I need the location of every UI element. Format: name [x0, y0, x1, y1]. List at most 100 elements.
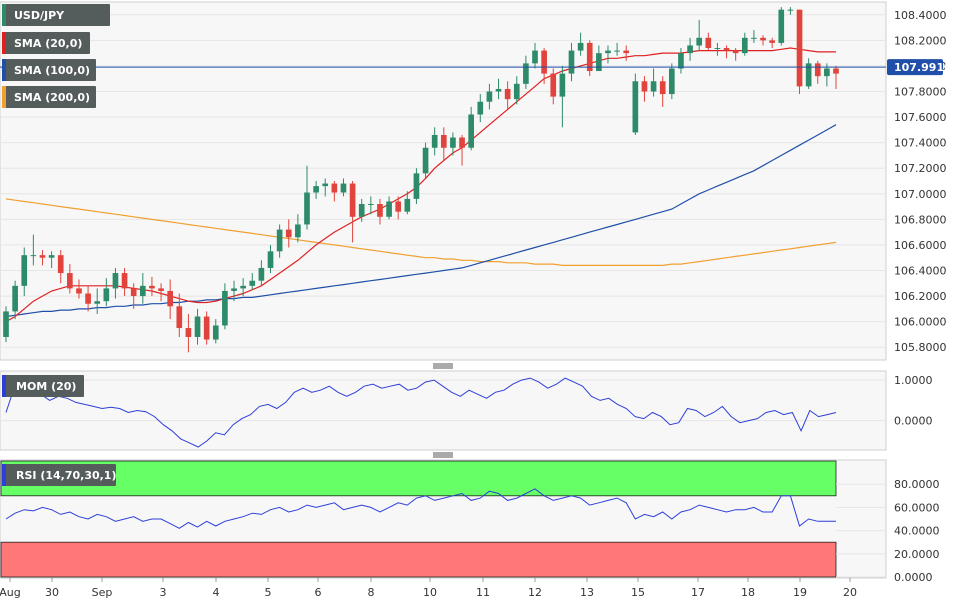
candle — [48, 251, 55, 268]
panel-resize-handle-2[interactable] — [433, 452, 453, 458]
price-legend: USD/JPY SMA (20,0) SMA (100,0) SMA (200,… — [2, 4, 110, 108]
candle-body — [596, 53, 602, 72]
candle — [504, 81, 511, 110]
candle-body — [149, 285, 155, 289]
candle-body — [787, 9, 794, 11]
rsi-panel[interactable]: 80.0000 60.0000 40.0000 20.0000 0.0000 RSI (… — [0, 459, 940, 584]
momentum-y-tick: 0.0000 — [894, 415, 933, 428]
candle-body — [732, 50, 739, 54]
candle-body — [39, 255, 46, 258]
momentum-panel[interactable]: 1.0000 0.0000 MOM (20) — [0, 370, 933, 451]
candle-body — [805, 63, 812, 87]
legend-rsi-swatch — [2, 464, 6, 486]
candle — [659, 76, 666, 107]
panel-resize-handle-1[interactable] — [433, 363, 453, 369]
x-tick-label: 30 — [45, 586, 59, 599]
candle — [176, 293, 183, 337]
price-y-tick: 106.8000 — [894, 213, 947, 226]
candle — [732, 48, 739, 61]
candle-body — [130, 288, 137, 297]
candle — [194, 308, 201, 345]
candle — [450, 132, 456, 156]
candle — [30, 234, 37, 266]
candle-body — [513, 83, 520, 100]
candle-body — [440, 134, 447, 148]
rsi-overbought-zone — [0, 460, 837, 497]
candle-body — [57, 255, 64, 274]
legend-rsi[interactable]: RSI (14,70,30,1) — [2, 464, 116, 486]
candle-body — [468, 114, 474, 148]
rsi-y-tick: 40.0000 — [894, 525, 940, 538]
legend-momentum[interactable]: MOM (20) — [2, 375, 84, 397]
candle — [778, 7, 785, 46]
candle — [577, 32, 584, 56]
rsi-oversold-zone — [0, 541, 837, 578]
candle — [395, 196, 402, 220]
candle — [149, 276, 155, 297]
x-tick-label: Sep — [92, 586, 113, 599]
candle-body — [632, 81, 639, 133]
candle-body — [586, 42, 593, 72]
legend-sma100-label: SMA (100,0) — [14, 64, 90, 77]
candle — [285, 219, 292, 248]
candle — [67, 264, 73, 294]
candle — [513, 76, 520, 105]
legend-momentum-label: MOM (20) — [16, 380, 76, 393]
legend-sma20[interactable]: SMA (20,0) — [2, 32, 90, 54]
candle-body — [504, 88, 511, 100]
legend-sma20-label: SMA (20,0) — [14, 37, 82, 50]
candle-body — [167, 290, 174, 307]
candle — [240, 278, 246, 297]
candle-body — [723, 48, 730, 51]
price-plot-area — [0, 1, 887, 361]
candle-body — [659, 81, 666, 95]
candle-body — [386, 201, 392, 217]
candle — [358, 198, 365, 222]
candle-body — [258, 267, 265, 281]
candle-body — [559, 73, 566, 97]
candle — [632, 73, 639, 135]
legend-sma100[interactable]: SMA (100,0) — [2, 59, 96, 81]
candle-body — [678, 53, 684, 69]
candle — [568, 42, 575, 82]
x-tick-label: 3 — [160, 586, 167, 599]
legend-rsi-label: RSI (14,70,30,1) — [16, 469, 116, 482]
price-panel[interactable]: 108.4000108.2000108.0000107.8000107.6000… — [0, 1, 952, 361]
rsi-grid — [836, 483, 886, 578]
candle-body — [796, 9, 803, 87]
candle — [85, 285, 91, 312]
legend-usdjpy-label: USD/JPY — [14, 9, 65, 22]
legend-sma200[interactable]: SMA (200,0) — [2, 86, 96, 108]
candle-body — [714, 48, 721, 50]
legend-usdjpy[interactable]: USD/JPY — [2, 4, 110, 26]
x-tick-label: 11 — [476, 586, 490, 599]
candle — [404, 191, 411, 215]
candle-body — [541, 50, 547, 74]
candle-body — [267, 251, 274, 268]
momentum-y-axis: 1.0000 0.0000 — [894, 374, 933, 428]
price-y-tick: 107.8000 — [894, 86, 947, 99]
candle-body — [550, 73, 557, 97]
legend-sma200-label: SMA (200,0) — [14, 91, 90, 104]
candle-body — [751, 37, 757, 39]
candle-body — [623, 50, 630, 54]
momentum-grid — [0, 379, 886, 422]
legend-usdjpy-swatch — [2, 4, 6, 26]
candle — [769, 37, 775, 49]
candle — [130, 283, 137, 309]
candle-body — [76, 288, 82, 294]
price-y-tick: 106.4000 — [894, 265, 947, 278]
candle-body — [112, 273, 119, 289]
candle-body — [304, 192, 310, 225]
candle — [614, 42, 620, 56]
candle — [377, 198, 383, 225]
price-y-tick: 108.4000 — [894, 9, 947, 22]
x-axis: Aug 30 Sep 3 4 5 6 8 10 11 12 13 15 17 18 19 20 — [0, 578, 857, 599]
candle-body — [413, 173, 420, 199]
x-tick-label: 19 — [793, 586, 807, 599]
candle-body — [121, 273, 128, 289]
candle — [222, 283, 228, 330]
candle — [139, 273, 146, 304]
candle — [112, 267, 119, 299]
